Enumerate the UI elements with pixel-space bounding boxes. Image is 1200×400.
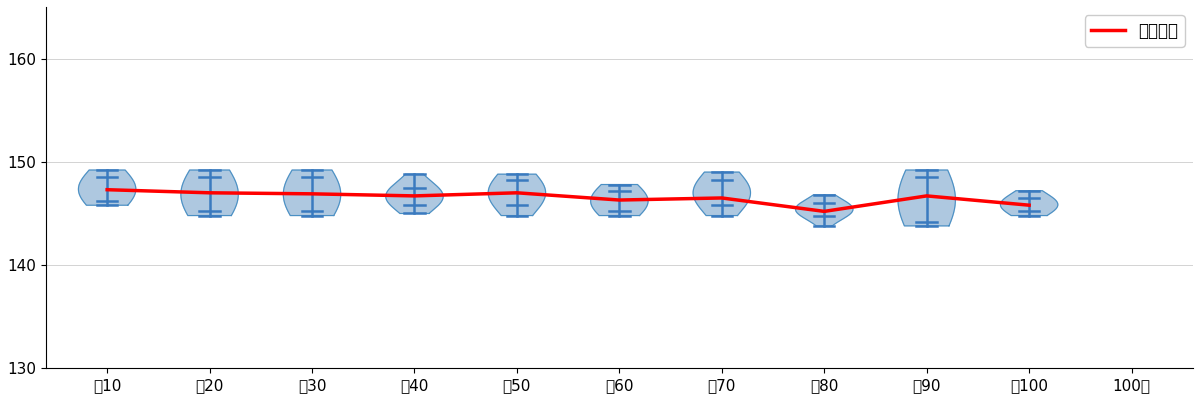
Polygon shape bbox=[78, 170, 136, 205]
Legend: 球速平均: 球速平均 bbox=[1085, 15, 1184, 47]
球速平均 bbox=[612, 198, 626, 202]
Polygon shape bbox=[385, 174, 443, 214]
球速平均 bbox=[919, 194, 934, 198]
Polygon shape bbox=[283, 170, 341, 216]
球速平均 bbox=[407, 194, 421, 198]
Polygon shape bbox=[181, 170, 239, 216]
球速平均 bbox=[305, 192, 319, 196]
Polygon shape bbox=[1001, 191, 1058, 216]
球速平均 bbox=[715, 196, 730, 200]
球速平均 bbox=[100, 187, 114, 192]
球速平均 bbox=[1022, 203, 1037, 208]
Polygon shape bbox=[796, 195, 853, 226]
Line: 球速平均: 球速平均 bbox=[107, 190, 1030, 211]
Polygon shape bbox=[590, 184, 648, 216]
Polygon shape bbox=[488, 174, 546, 216]
球速平均 bbox=[203, 190, 217, 195]
Polygon shape bbox=[694, 172, 750, 216]
球速平均 bbox=[510, 190, 524, 195]
Polygon shape bbox=[898, 170, 955, 226]
球速平均 bbox=[817, 209, 832, 214]
